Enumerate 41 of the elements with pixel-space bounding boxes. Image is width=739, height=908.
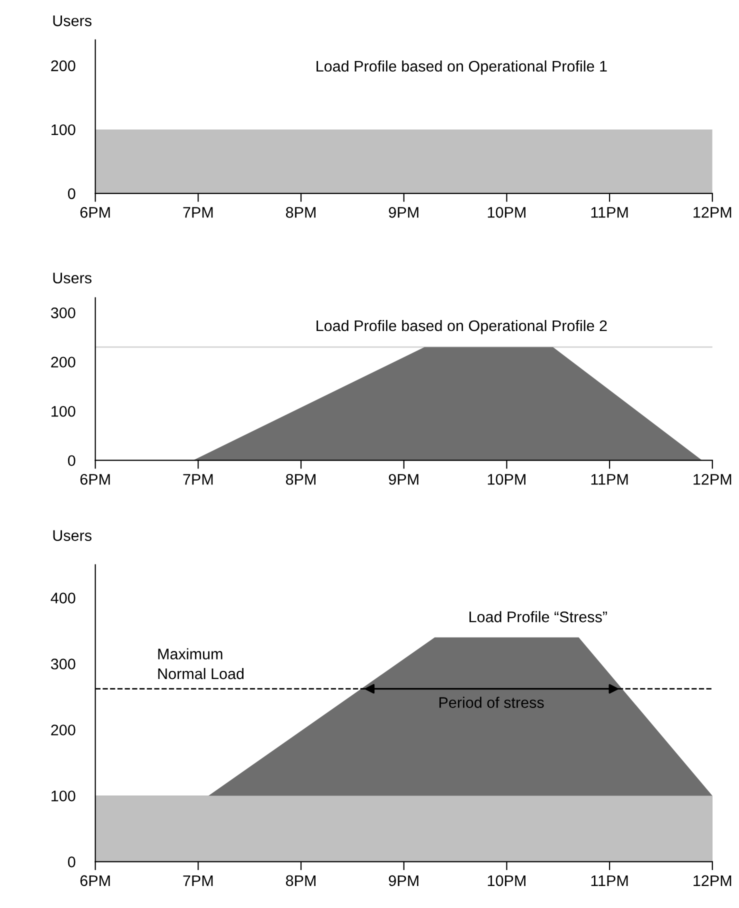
y-tick-label: 100 — [52, 790, 76, 802]
x-tick-label: 9PM — [388, 474, 418, 485]
x-tick-label: 11PM — [591, 474, 628, 485]
y-tick-label: 100 — [52, 124, 76, 136]
x-tick-label: 12PM — [694, 207, 732, 218]
x-tick-label: 11PM — [591, 207, 628, 218]
x-tick-label: 6PM — [80, 474, 110, 485]
y-tick-label: 0 — [68, 856, 76, 868]
x-tick-label: 9PM — [388, 875, 418, 886]
text: Load Profile based on Operational Profile 1 — [316, 60, 607, 75]
x-tick-label: 8PM — [286, 474, 316, 485]
annotation: Period of stress — [439, 696, 544, 708]
x-tick-label: 12PM — [694, 474, 732, 485]
y-axis-title: Users — [53, 530, 92, 541]
y-axis-title: Users — [53, 272, 92, 284]
y-tick-label: 200 — [51, 60, 76, 72]
y-tick-label: 200 — [51, 724, 76, 736]
x-tick-label: 8PM — [286, 207, 316, 218]
text: Load Profile based on Operational Profile 2 — [316, 320, 607, 334]
y-tick-label: 100 — [52, 406, 76, 417]
x-tick-label: 10PM — [488, 207, 526, 218]
x-tick-label: 10PM — [488, 875, 526, 886]
x-tick-label: 7PM — [183, 474, 213, 485]
y-tick-label: 0 — [68, 455, 76, 466]
x-tick-label: 9PM — [388, 207, 418, 218]
x-tick-label: 11PM — [591, 875, 628, 886]
y-axis-title: Users — [53, 16, 92, 26]
x-tick-label: 10PM — [488, 474, 526, 485]
x-tick-label: 7PM — [183, 875, 213, 886]
y-tick-label: 200 — [51, 356, 76, 368]
ref-line-label: Maximum Normal Load — [158, 648, 244, 680]
x-tick-label: 12PM — [694, 875, 732, 886]
y-tick-label: 300 — [50, 658, 76, 670]
y-tick-label: 300 — [50, 307, 76, 318]
y-tick-label: 0 — [68, 188, 76, 200]
y-tick-label: 400 — [50, 592, 76, 604]
x-tick-label: 6PM — [80, 875, 110, 886]
x-tick-label: 7PM — [183, 207, 213, 218]
text: Load Profile “Stress” — [470, 611, 607, 622]
x-tick-label: 8PM — [286, 875, 316, 886]
x-tick-label: 6PM — [80, 207, 110, 218]
